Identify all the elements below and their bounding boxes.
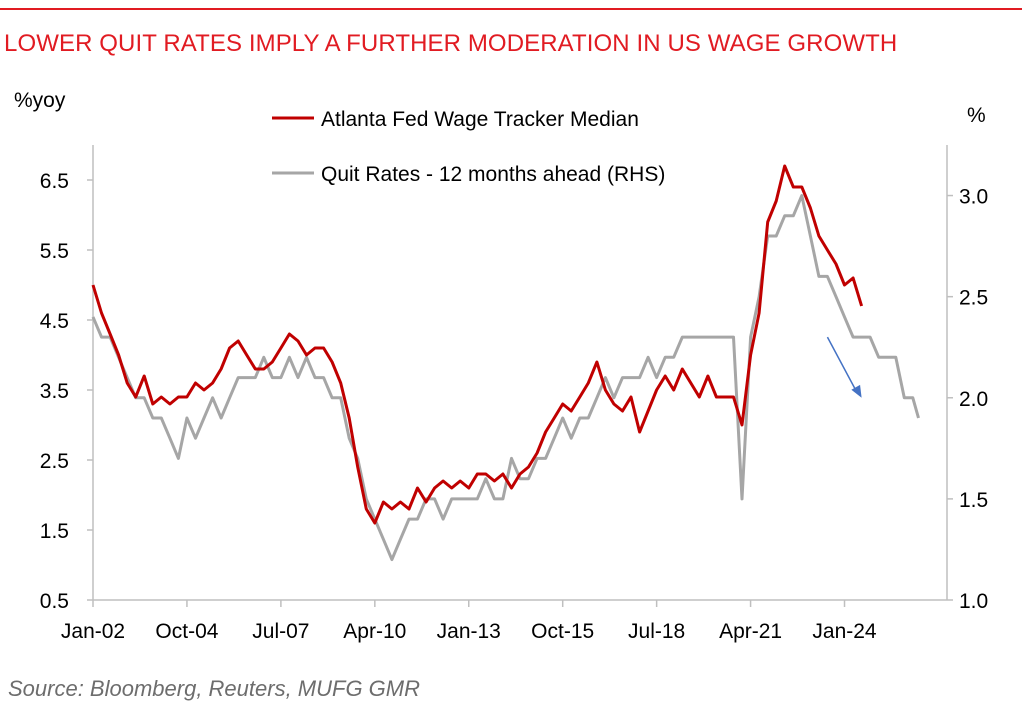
right-axis-unit: % xyxy=(967,104,986,127)
left-tick-label: 3.5 xyxy=(40,380,69,403)
left-tick-label: 6.5 xyxy=(40,170,69,193)
right-tick-label: 3.0 xyxy=(959,186,988,209)
series-line-wage-tracker xyxy=(91,164,864,525)
source-note: Source: Bloomberg, Reuters, MUFG GMR xyxy=(8,676,421,701)
chart-title: LOWER QUIT RATES IMPLY A FURTHER MODERAT… xyxy=(4,30,898,57)
left-tick-label: 2.5 xyxy=(40,450,69,473)
series-layer xyxy=(91,164,920,562)
left-tick-label: 4.5 xyxy=(40,310,69,333)
left-tick-label: 5.5 xyxy=(40,240,69,263)
legend-label: Quit Rates - 12 months ahead (RHS) xyxy=(321,163,665,186)
axes: 0.5 1.5 2.5 3.5 4.5 5.5 6.5 1.0 1.5 2.0 2.5 3.0 Jan-… xyxy=(14,89,988,643)
trend-arrow-head xyxy=(851,384,862,398)
trend-arrow-line xyxy=(826,336,858,393)
x-tick-label: Jul-18 xyxy=(628,620,685,643)
annotations xyxy=(826,336,862,398)
x-tick-label: Jan-13 xyxy=(437,620,501,643)
right-tick-label: 2.0 xyxy=(959,388,988,411)
x-tick-label: Jul-07 xyxy=(252,620,309,643)
right-tick-label: 1.0 xyxy=(959,590,988,613)
left-axis-unit: %yoy xyxy=(14,89,66,112)
title-rule xyxy=(0,8,1022,10)
left-tick-label: 0.5 xyxy=(40,590,69,613)
left-tick-label: 1.5 xyxy=(40,520,69,543)
x-tick-label: Apr-21 xyxy=(719,620,782,643)
x-tick-label: Oct-15 xyxy=(531,620,594,643)
right-tick-label: 1.5 xyxy=(959,489,988,512)
x-tick-label: Apr-10 xyxy=(343,620,406,643)
legend: Atlanta Fed Wage Tracker Median Quit Rate… xyxy=(272,108,665,186)
x-tick-label: Oct-04 xyxy=(155,620,218,643)
x-tick-label: Jan-02 xyxy=(61,620,125,643)
x-tick-label: Jan-24 xyxy=(812,620,877,643)
right-tick-label: 2.5 xyxy=(959,287,988,310)
legend-label: Atlanta Fed Wage Tracker Median xyxy=(321,108,639,131)
